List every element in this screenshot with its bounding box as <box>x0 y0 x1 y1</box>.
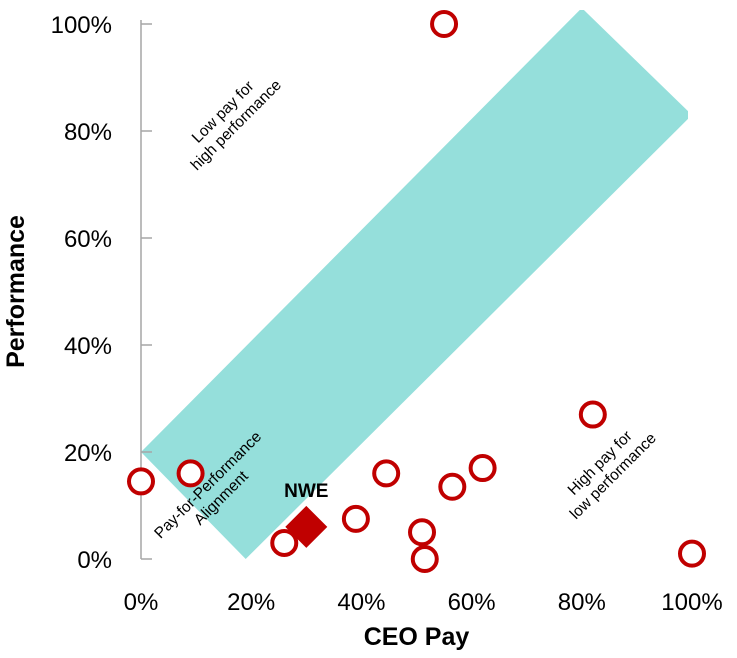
x-axis-tick-labels: 0% 20% 40% 60% 80% 100% <box>124 589 723 616</box>
x-tick-label: 100% <box>661 589 722 616</box>
x-tick-label: 80% <box>558 589 606 616</box>
peer-point <box>678 539 706 568</box>
nwe-marker <box>285 505 328 548</box>
peer-point <box>410 545 439 573</box>
pay-performance-alignment-band <box>141 10 688 559</box>
y-tick-label: 0% <box>77 547 112 574</box>
y-axis-ticks <box>141 23 152 560</box>
peer-point <box>468 454 497 483</box>
y-axis-title: Performance <box>2 215 30 368</box>
peer-point <box>341 504 370 533</box>
peer-point <box>578 400 607 429</box>
peer-point <box>438 472 467 501</box>
peer-point <box>408 518 437 547</box>
y-tick-label: 20% <box>64 440 112 467</box>
peer-point <box>430 10 459 38</box>
peer-point <box>270 528 299 557</box>
y-tick-label: 80% <box>64 119 112 146</box>
high-pay-low-performance-label: High pay forlow performance <box>554 417 660 523</box>
x-tick-label: 60% <box>448 589 496 616</box>
peer-points <box>127 10 706 573</box>
peer-point <box>372 459 401 488</box>
nwe-label: NWE <box>284 481 328 502</box>
x-tick-label: 40% <box>337 589 385 616</box>
x-axis-title: CEO Pay <box>364 623 470 651</box>
x-tick-label: 20% <box>227 589 275 616</box>
y-tick-label: 100% <box>51 12 112 39</box>
y-tick-label: 40% <box>64 333 112 360</box>
peer-point <box>127 467 155 496</box>
low-pay-high-performance-label: Low pay forhigh performance <box>175 64 285 174</box>
y-tick-label: 60% <box>64 226 112 253</box>
x-tick-label: 0% <box>124 589 159 616</box>
y-axis-tick-labels: 0% 20% 40% 60% 80% 100% <box>51 12 112 574</box>
peer-point <box>176 459 205 488</box>
